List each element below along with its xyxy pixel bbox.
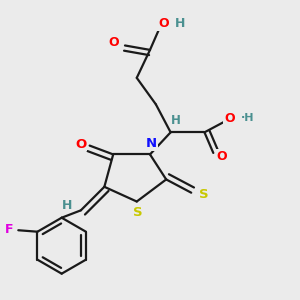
Text: ·H: ·H [241, 113, 254, 123]
Text: H: H [174, 17, 185, 31]
Text: N: N [146, 137, 157, 150]
Text: F: F [4, 223, 13, 236]
Text: S: S [199, 188, 208, 201]
Text: H: H [171, 114, 181, 127]
Text: O: O [224, 112, 235, 125]
Text: H: H [61, 199, 72, 212]
Text: O: O [109, 36, 119, 49]
Text: O: O [75, 138, 86, 151]
Text: O: O [158, 17, 169, 30]
Text: O: O [217, 150, 227, 163]
Text: S: S [134, 206, 143, 219]
